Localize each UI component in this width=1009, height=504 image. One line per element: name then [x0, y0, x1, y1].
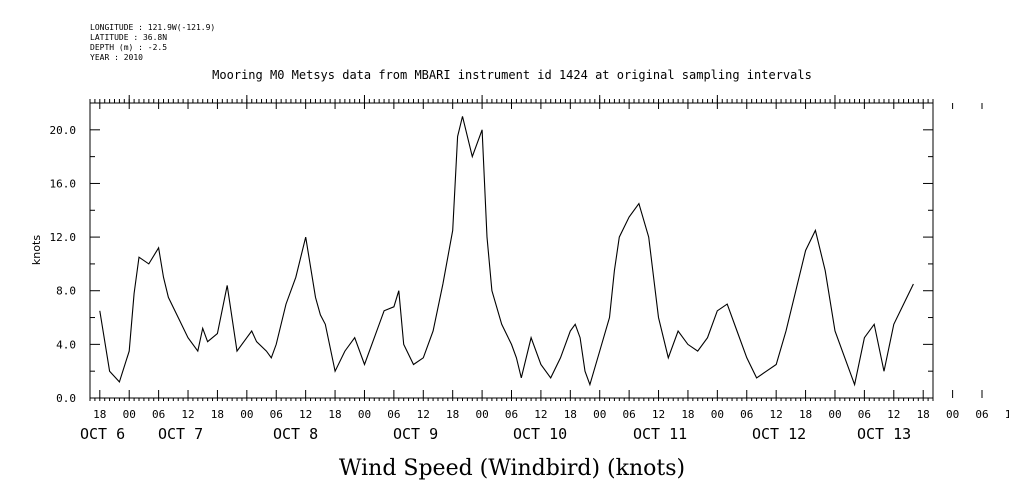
x-tick-label: 12 — [770, 408, 783, 421]
date-label: OCT 9 — [393, 425, 438, 443]
x-tick-label: 18 — [328, 408, 341, 421]
x-tick-label: 06 — [505, 408, 518, 421]
date-label: OCT 11 — [633, 425, 687, 443]
x-tick-label: 18 — [93, 408, 106, 421]
x-tick-label: 06 — [740, 408, 753, 421]
x-tick-label: 12 — [417, 408, 430, 421]
x-tick-label: 06 — [623, 408, 636, 421]
x-tick-label: 06 — [270, 408, 283, 421]
meta-longitude: LONGITUDE : 121.9W(-121.9) — [90, 23, 215, 32]
date-label: OCT 8 — [273, 425, 318, 443]
x-tick-label: 00 — [711, 408, 724, 421]
x-tick-label: 12 — [534, 408, 547, 421]
x-tick-label: 06 — [152, 408, 165, 421]
x-tick-label: 18 — [917, 408, 930, 421]
y-axis: 0.0 4.0 8.0 12.0 16.0 20.0 — [50, 102, 933, 405]
meta-depth: DEPTH (m) : -2.5 — [90, 43, 167, 52]
y-tick-label: 12.0 — [50, 231, 77, 244]
x-tick-label: 00 — [358, 408, 371, 421]
y-tick-label: 20.0 — [50, 124, 77, 137]
x-tick-label: 12 — [299, 408, 312, 421]
x-tick-label: 00 — [475, 408, 488, 421]
date-label: OCT 13 — [857, 425, 911, 443]
wind-speed-series-line — [99, 116, 914, 387]
x-axis: 18 00 06 12 18 00 06 12 18 00 06 12 18 00 06 12 18 00 06 12… — [80, 95, 1009, 443]
x-tick-label: 00 — [593, 408, 606, 421]
y-tick-label: 4.0 — [56, 338, 76, 351]
x-tick-label: 06 — [387, 408, 400, 421]
x-tick-label: 12 — [652, 408, 665, 421]
y-axis-label: knots — [30, 235, 43, 265]
meta-year: YEAR : 2010 — [90, 53, 143, 62]
x-tick-label: 00 — [946, 408, 959, 421]
x-tick-label: 00 — [240, 408, 253, 421]
x-tick-label: 18 — [681, 408, 694, 421]
x-tick-label: 12 — [181, 408, 194, 421]
series-group — [99, 116, 914, 387]
x-tick-label: 00 — [828, 408, 841, 421]
x-tick-label: 06 — [975, 408, 988, 421]
meta-latitude: LATITUDE : 36.8N — [90, 33, 167, 42]
x-tick-label: 18 — [446, 408, 459, 421]
plot-frame — [89, 102, 934, 399]
x-tick-label: 06 — [858, 408, 871, 421]
x-axis-label: Wind Speed (Windbird) (knots) — [339, 456, 685, 481]
date-label: OCT 12 — [752, 425, 806, 443]
x-tick-label: 18 — [564, 408, 577, 421]
date-label: OCT 6 — [80, 425, 125, 443]
x-tick-label: 00 — [123, 408, 136, 421]
x-tick-label: 12 — [1005, 408, 1009, 421]
x-tick-label: 12 — [887, 408, 900, 421]
chart-title: Mooring M0 Metsys data from MBARI instru… — [212, 68, 812, 82]
date-label: OCT 10 — [513, 425, 567, 443]
x-tick-label: 18 — [799, 408, 812, 421]
y-tick-label: 16.0 — [50, 177, 77, 190]
y-tick-label: 0.0 — [56, 392, 76, 405]
y-tick-label: 8.0 — [56, 285, 76, 298]
x-tick-label: 18 — [211, 408, 224, 421]
date-label: OCT 7 — [158, 425, 203, 443]
